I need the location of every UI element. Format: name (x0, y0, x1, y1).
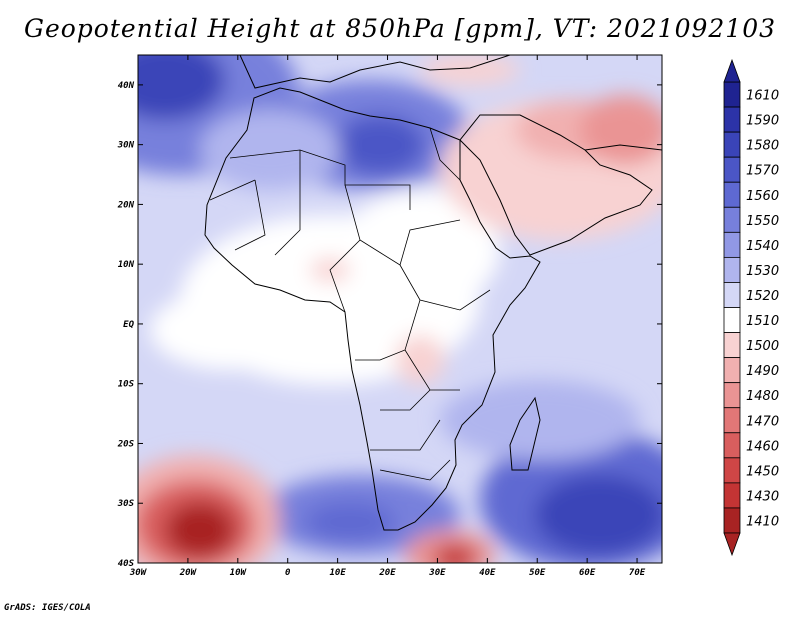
lon-tick-label: 20W (179, 568, 198, 578)
lat-tick-label: 30N (117, 141, 135, 151)
madagascar-coastline (509, 396, 541, 471)
colorbar-label: 1580 (746, 139, 779, 154)
colorbar-label: 1520 (746, 289, 779, 304)
colorbar-label: 1430 (746, 489, 779, 504)
height-field-shading (138, 55, 662, 563)
africa-coastline (204, 87, 541, 531)
colorbar-swatch (723, 332, 741, 359)
lat-tick-label: 20S (117, 439, 135, 449)
colorbar-swatch (723, 206, 741, 233)
lon-tick-label: 40E (479, 568, 496, 578)
colorbar-label: 1410 (746, 514, 779, 529)
lat-tick-label: 10N (118, 260, 135, 270)
axis-ticks: 30W 20W 10W 0 10E 20E 30E 40E 50E 60E 70E 40N 30N 20N… (117, 55, 662, 578)
colorbar-label: 1490 (746, 364, 779, 379)
colorbar-label: 1540 (746, 239, 779, 254)
colorbar-label: 1450 (746, 464, 779, 479)
colorbar-swatch (723, 507, 741, 534)
colorbar-label: 1460 (746, 439, 779, 454)
colorbar-swatch (723, 307, 741, 333)
colorbar-label: 1590 (746, 114, 779, 129)
colorbar-label: 1510 (746, 314, 779, 329)
lon-tick-label: 0 (285, 568, 291, 578)
colorbar-swatch (723, 156, 741, 183)
lon-tick-label: 10W (230, 568, 248, 578)
colorbar-swatch (723, 256, 741, 283)
grads-credit: GrADS: IGES/COLA (4, 603, 91, 613)
coastlines (204, 55, 662, 531)
colorbar-label: 1550 (746, 214, 779, 229)
lon-tick-label: 30E (428, 568, 446, 578)
colorbar: 1610 1590 1580 1570 1560 1550 1540 1530 1520 1510… (723, 58, 779, 557)
colorbar-bottom-arrow (723, 532, 741, 557)
colorbar-swatch (723, 81, 741, 108)
iran-coastline (584, 144, 662, 151)
colorbar-label: 1560 (746, 189, 779, 204)
colorbar-label: 1530 (746, 264, 779, 279)
colorbar-swatch (723, 482, 741, 509)
colorbar-swatch (723, 131, 741, 158)
colorbar-label: 1470 (746, 414, 779, 429)
lon-tick-label: 50E (529, 568, 546, 578)
colorbar-swatch (723, 457, 741, 484)
colorbar-swatch (723, 357, 741, 384)
lat-tick-label: 10S (118, 380, 135, 390)
colorbar-label: 1500 (746, 339, 779, 354)
map-frame (137, 54, 663, 564)
lat-tick-label: EQ (123, 320, 134, 330)
lon-tick-label: 10E (329, 568, 346, 578)
colorbar-label: 1570 (746, 164, 779, 179)
map-title: Geopotential Height at 850hPa [gpm], VT:… (23, 14, 777, 43)
colorbar-swatch (723, 181, 741, 208)
lat-tick-label: 40N (118, 81, 135, 91)
arabia-coastline (459, 114, 653, 256)
lat-tick-label: 40S (118, 559, 135, 569)
colorbar-swatch (723, 282, 741, 308)
lon-tick-label: 70E (629, 568, 646, 578)
lon-tick-label: 60E (579, 568, 596, 578)
colorbar-swatch (723, 407, 741, 434)
lat-tick-label: 30S (117, 499, 135, 509)
lon-tick-label: 30W (129, 568, 148, 578)
height-field (138, 55, 662, 563)
country-borders (209, 127, 491, 481)
europe-coastline (239, 55, 511, 89)
colorbar-top-arrow (723, 58, 741, 83)
colorbar-swatch (723, 382, 741, 409)
colorbar-swatch (723, 106, 741, 133)
colorbar-swatch (723, 432, 741, 459)
colorbar-label: 1610 (746, 89, 779, 104)
colorbar-swatch (723, 231, 741, 258)
lat-tick-label: 20N (117, 200, 135, 210)
lon-tick-label: 20E (378, 568, 396, 578)
colorbar-label: 1480 (746, 389, 779, 404)
